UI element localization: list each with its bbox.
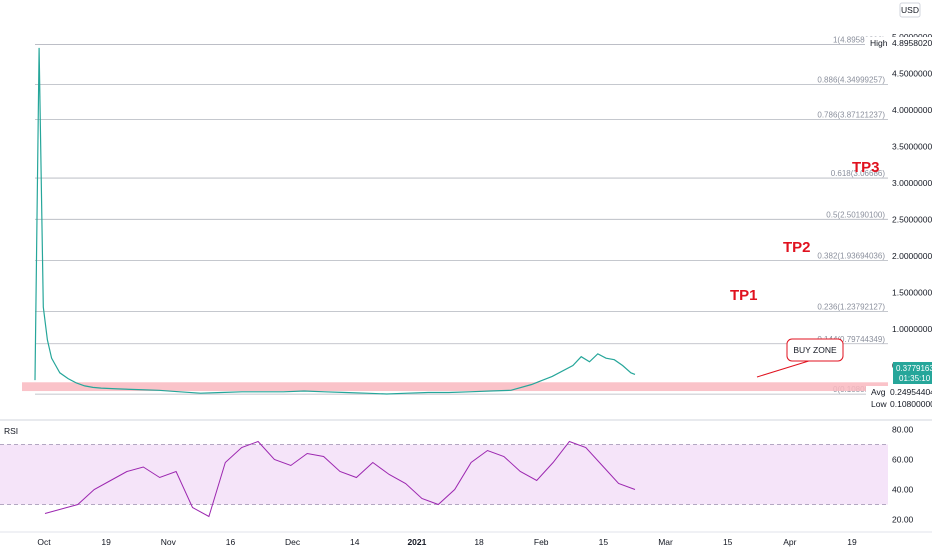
rsi-axis[interactable]: 80.00 60.00 40.00 20.00 — [892, 425, 914, 525]
time-axis-tick-label: 2021 — [407, 537, 426, 547]
fib-level-label: 0.144(0.79744349) — [817, 335, 885, 344]
buy-zone-rect[interactable] — [22, 382, 888, 392]
tp3-label[interactable]: TP3 — [852, 159, 880, 176]
avg-badge-label: Avg — [871, 387, 886, 397]
high-badge-value: 4.89580200 — [892, 38, 932, 48]
time-axis-tick-label: 14 — [350, 537, 360, 547]
low-badge-value: 0.10800000 — [890, 399, 932, 409]
rsi-series-line — [44, 440, 636, 518]
price-axis-tick-label: 5.00000000 — [892, 32, 932, 42]
fibonacci-retracement[interactable]: 1(4.89580200) 0.886(4.34999257) 0.786(3.87… — [35, 36, 888, 395]
time-axis-tick-label: 16 — [226, 537, 236, 547]
price-axis-tick-label: 4.50000000 — [892, 68, 932, 78]
time-axis-tick-label: 19 — [101, 537, 111, 547]
tp1-label[interactable]: TP1 — [730, 287, 758, 304]
fib-level-label: 0.236(1.23792127) — [817, 303, 885, 312]
price-axis-tick-label: 2.50000000 — [892, 214, 932, 224]
rsi-title: RSI — [4, 426, 18, 436]
time-axis-tick-label: 19 — [847, 537, 857, 547]
buy-zone-callout-box — [786, 338, 844, 362]
rsi-axis-tick-label: 20.00 — [892, 515, 914, 525]
high-badge: High 4.89580200 — [865, 37, 932, 49]
avg-badge: Avg 0.24954404 — [866, 386, 932, 398]
price-axis-tick-label: 1.00000000 — [892, 324, 932, 334]
currency-button[interactable]: USD — [899, 2, 921, 18]
time-axis-tick-label: 18 — [474, 537, 484, 547]
time-axis-tick-label: Nov — [161, 537, 177, 547]
time-axis-tick-label: Mar — [658, 537, 673, 547]
fib-level-label: 0.618(3.06686) — [831, 169, 886, 178]
time-axis-tick-label: Apr — [783, 537, 796, 547]
price-axis-tick-label: 3.00000000 — [892, 178, 932, 188]
time-axis-tick-label: Oct — [37, 537, 51, 547]
avg-badge-value: 0.24954404 — [890, 387, 932, 397]
rsi-axis-tick-label: 80.00 — [892, 425, 914, 435]
fib-level-label: 1(4.89580200) — [833, 36, 885, 45]
candle-countdown: 01:35:10 — [899, 374, 931, 383]
rsi-axis-tick-label: 60.00 — [892, 455, 914, 465]
price-axis-tick-label: 3.50000000 — [892, 141, 932, 151]
time-axis-tick-label: Feb — [534, 537, 549, 547]
fib-level-label: 0.382(1.93694036) — [817, 252, 885, 261]
time-axis[interactable]: Oct 19 Nov 16 Dec 14 2021 18 Feb 15 Mar 15 Apr 19 — [37, 537, 857, 547]
rsi-axis-tick-label: 40.00 — [892, 485, 914, 495]
rsi-band — [0, 444, 888, 505]
currency-button-label: USD — [901, 5, 919, 15]
tp2-label[interactable]: TP2 — [783, 239, 811, 256]
fib-level-label: 0.786(3.87121237) — [817, 110, 885, 119]
low-badge-label: Low — [871, 399, 887, 409]
price-axis-tick-label: 1.50000000 — [892, 287, 932, 297]
buy-zone-callout-text: BUY ZONE — [793, 345, 837, 355]
time-axis-tick-label: 15 — [723, 537, 733, 547]
low-badge: Low 0.10800000 — [866, 398, 932, 410]
price-series-line — [34, 47, 636, 395]
buy-zone-callout[interactable]: BUY ZONE — [756, 338, 844, 378]
time-axis-tick-label: 15 — [599, 537, 609, 547]
time-axis-tick-label: Dec — [285, 537, 301, 547]
high-badge-label: High — [870, 38, 888, 48]
price-axis-tick-label: 2.00000000 — [892, 251, 932, 261]
fib-level-label: 0.886(4.34999257) — [817, 75, 885, 84]
price-axis-tick-label: 4.00000000 — [892, 105, 932, 115]
fib-level-label: 0.5(2.50190100) — [826, 210, 885, 219]
buy-zone-callout-line — [756, 359, 813, 378]
